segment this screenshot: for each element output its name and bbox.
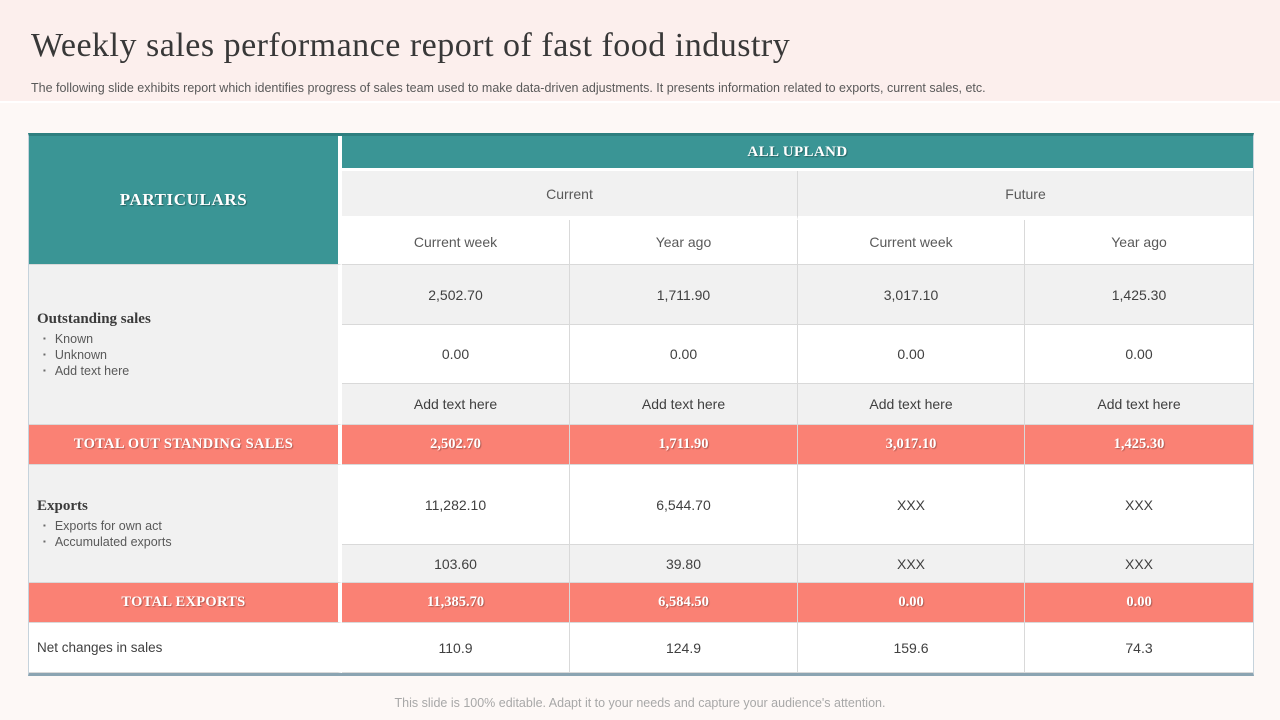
- group-header-all-upland: ALL UPLAND: [342, 136, 1254, 171]
- value-cell: Add text here: [798, 384, 1025, 425]
- total-value-cell: 1,711.90: [570, 425, 798, 465]
- page-title: Weekly sales performance report of fast …: [31, 27, 791, 64]
- value-cell: Add text here: [570, 384, 798, 425]
- section-bullets: ▪ Exports for own act ▪ Accumulated export…: [37, 518, 328, 550]
- particulars-header: PARTICULARS: [29, 136, 342, 265]
- bullet-icon: ▪: [43, 520, 46, 530]
- value-cell: XXX: [1025, 465, 1254, 545]
- total-value-cell: 0.00: [798, 583, 1025, 623]
- total-outstanding-label: TOTAL OUT STANDING SALES: [29, 425, 342, 465]
- page-subtitle: The following slide exhibits report whic…: [31, 81, 986, 95]
- value-cell: 11,282.10: [342, 465, 570, 545]
- total-value-cell: 2,502.70: [342, 425, 570, 465]
- section-exports: Exports ▪ Exports for own act ▪ Accumulate…: [29, 465, 342, 583]
- bullet-item: ▪ Accumulated exports: [37, 534, 328, 550]
- value-cell: 159.6: [798, 623, 1025, 673]
- value-cell: Add text here: [1025, 384, 1254, 425]
- value-cell: Add text here: [342, 384, 570, 425]
- total-value-cell: 3,017.10: [798, 425, 1025, 465]
- total-value-cell: 6,584.50: [570, 583, 798, 623]
- bullet-text: Unknown: [54, 347, 107, 362]
- total-exports-label: TOTAL EXPORTS: [29, 583, 342, 623]
- value-cell: 124.9: [570, 623, 798, 673]
- value-cell: 1,711.90: [570, 265, 798, 325]
- value-cell: 0.00: [342, 325, 570, 384]
- value-cell: 103.60: [342, 545, 570, 583]
- col-header: Year ago: [570, 220, 798, 265]
- header-band: Weekly sales performance report of fast …: [0, 0, 1280, 103]
- sales-table-container: PARTICULARS ALL UPLAND Current Future Cu…: [28, 133, 1255, 676]
- net-changes-label: Net changes in sales: [29, 623, 342, 673]
- bullet-icon: ▪: [43, 349, 46, 359]
- value-cell: XXX: [798, 465, 1025, 545]
- value-cell: 74.3: [1025, 623, 1254, 673]
- bullet-icon: ▪: [43, 536, 46, 546]
- value-cell: 1,425.30: [1025, 265, 1254, 325]
- bullet-text: Known: [54, 331, 94, 346]
- bullet-item: ▪ Known: [37, 331, 328, 347]
- value-cell: 39.80: [570, 545, 798, 583]
- bullet-item: ▪ Unknown: [37, 347, 328, 363]
- section-outstanding-sales: Outstanding sales ▪ Known ▪ Unknown ▪ Add t…: [29, 265, 342, 425]
- section-title: Outstanding sales: [37, 310, 151, 327]
- value-cell: XXX: [1025, 545, 1254, 583]
- bullet-icon: ▪: [43, 365, 46, 375]
- bullet-item: ▪ Exports for own act: [37, 518, 328, 534]
- value-cell: 3,017.10: [798, 265, 1025, 325]
- bullet-text: Accumulated exports: [54, 534, 172, 549]
- total-value-cell: 0.00: [1025, 583, 1254, 623]
- subgroup-current: Current: [342, 171, 798, 220]
- value-cell: 2,502.70: [342, 265, 570, 325]
- bullet-text: Exports for own act: [54, 518, 162, 533]
- value-cell: 0.00: [1025, 325, 1254, 384]
- total-value-cell: 11,385.70: [342, 583, 570, 623]
- subgroup-future: Future: [798, 171, 1254, 220]
- sales-table: PARTICULARS ALL UPLAND Current Future Cu…: [28, 133, 1255, 676]
- footer-note: This slide is 100% editable. Adapt it to…: [394, 696, 886, 710]
- value-cell: 6,544.70: [570, 465, 798, 545]
- col-header: Year ago: [1025, 220, 1254, 265]
- value-cell: 0.00: [798, 325, 1025, 384]
- value-cell: XXX: [798, 545, 1025, 583]
- bullet-item: ▪ Add text here: [37, 363, 328, 379]
- col-header: Current week: [342, 220, 570, 265]
- value-cell: 110.9: [342, 623, 570, 673]
- total-value-cell: 1,425.30: [1025, 425, 1254, 465]
- value-cell: 0.00: [570, 325, 798, 384]
- bullet-icon: ▪: [43, 333, 46, 343]
- section-bullets: ▪ Known ▪ Unknown ▪ Add text here: [37, 331, 328, 379]
- bullet-text: Add text here: [54, 363, 130, 378]
- col-header: Current week: [798, 220, 1025, 265]
- section-title: Exports: [37, 497, 88, 514]
